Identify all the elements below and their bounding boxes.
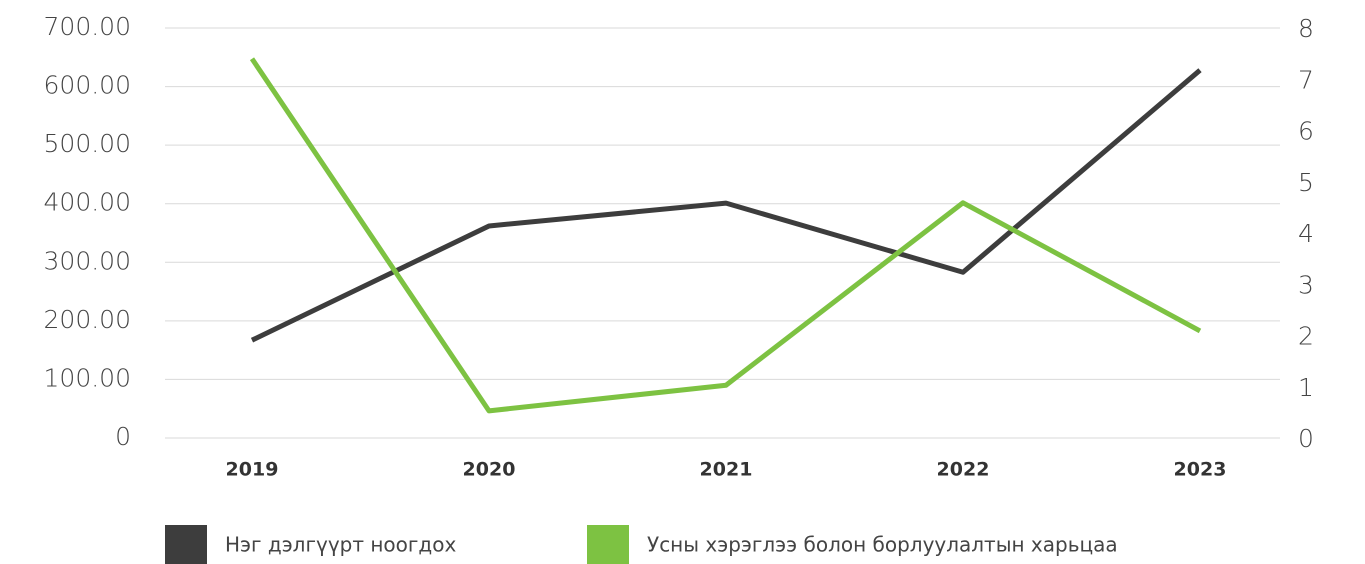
y2-tick-label: 8 (1298, 14, 1314, 43)
y-tick-label: 100.00 (44, 363, 131, 392)
y-tick-label: 500.00 (44, 129, 131, 158)
x-tick-label: 2023 (1174, 459, 1227, 481)
y2-tick-label: 4 (1298, 219, 1314, 248)
y2-tick-label: 1 (1298, 373, 1314, 402)
y2-tick-label: 5 (1298, 168, 1314, 197)
y2-tick-label: 7 (1298, 65, 1314, 94)
y2-tick-label: 2 (1298, 322, 1314, 351)
x-tick-label: 2022 (937, 459, 990, 481)
x-tick-label: 2019 (226, 459, 279, 481)
y-tick-label: 200.00 (44, 305, 131, 334)
y-tick-label: 300.00 (44, 246, 131, 275)
x-tick-label: 2020 (463, 459, 516, 481)
y2-tick-label: 3 (1298, 270, 1314, 299)
legend-swatch (587, 525, 629, 564)
x-tick-label: 2021 (700, 459, 753, 481)
y-tick-label: 400.00 (44, 188, 131, 217)
series-line (250, 68, 1202, 343)
y-tick-label: 0 (115, 422, 131, 451)
y2-tick-label: 6 (1298, 117, 1314, 146)
y-tick-label: 700.00 (44, 12, 131, 41)
legend-swatch (165, 525, 207, 564)
legend-label: Нэг дэлгүүрт ноогдох (225, 533, 456, 557)
y2-tick-label: 0 (1298, 424, 1314, 453)
series-line (249, 57, 1202, 414)
y-tick-label: 600.00 (44, 71, 131, 100)
legend-label: Усны хэрэглээ болон борлуулалтын харьцаа (647, 533, 1118, 557)
